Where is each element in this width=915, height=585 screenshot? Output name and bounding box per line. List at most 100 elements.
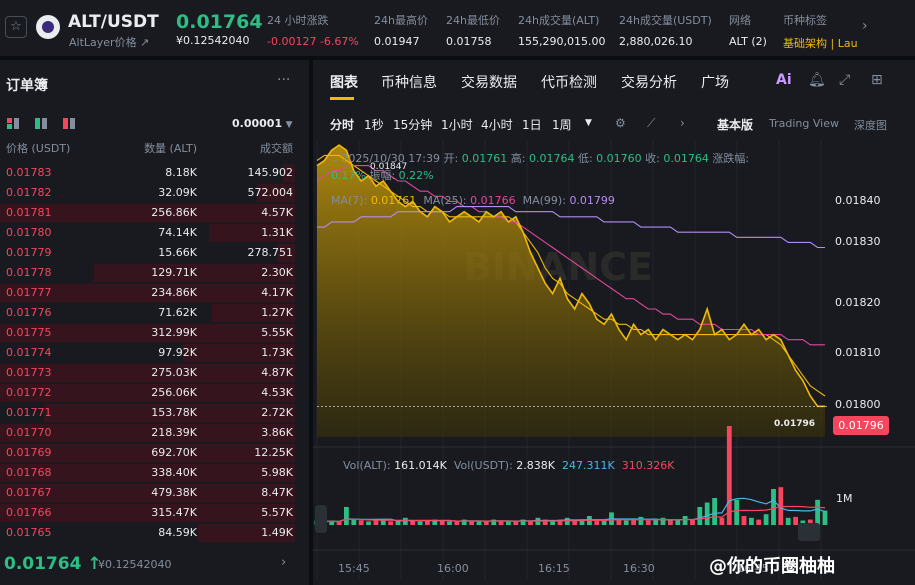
ask-price: 0.01777 xyxy=(6,286,52,299)
ask-row[interactable]: 0.01783 8.18K 145.902 xyxy=(0,163,309,183)
ask-row[interactable]: 0.01770 218.39K 3.86K xyxy=(0,423,309,443)
ask-row[interactable]: 0.01771 153.78K 2.72K xyxy=(0,403,309,423)
x-tick-label: 15:45 xyxy=(338,562,370,575)
layout-grid-icon[interactable]: ⊞ xyxy=(871,72,883,88)
col-price-header: 价格 (USDT) xyxy=(6,142,71,155)
volume-bar xyxy=(454,520,460,525)
volume-bar xyxy=(734,499,740,525)
book-mode-asks-icon[interactable] xyxy=(63,118,76,129)
timeframe-0[interactable]: 分时 xyxy=(330,118,355,132)
y-tick-label: 0.01840 xyxy=(835,194,881,207)
ask-row[interactable]: 0.01781 256.86K 4.57K xyxy=(0,203,309,223)
draw-tools-icon[interactable]: ⟋ xyxy=(647,116,656,130)
volume-bar xyxy=(469,520,474,525)
ask-total: 4.87K xyxy=(261,366,293,379)
book-mode-both-icon[interactable] xyxy=(7,118,20,129)
view-0[interactable]: 基本版 xyxy=(717,118,754,132)
volume-axis-label: 1M xyxy=(836,492,853,505)
price-chart[interactable]: BINANCE xyxy=(313,140,915,585)
precision-select[interactable]: 0.00001 ▼ xyxy=(232,117,293,130)
x-tick-label: 16:15 xyxy=(538,562,570,575)
ask-row[interactable]: 0.01768 338.40K 5.98K xyxy=(0,463,309,483)
ask-row[interactable]: 0.01776 71.62K 1.27K xyxy=(0,303,309,323)
ask-qty: 8.18K xyxy=(165,166,197,179)
pair-name[interactable]: ALT/USDT xyxy=(68,12,159,32)
tab-3[interactable]: 代币检测 xyxy=(541,75,597,91)
timeframe-3[interactable]: 1小时 xyxy=(441,118,473,132)
ask-qty: 15.66K xyxy=(158,246,197,259)
expand-icon[interactable]: ⤢ xyxy=(839,72,851,88)
order-book-title: 订单簿 xyxy=(6,78,48,94)
volume-bar xyxy=(763,514,769,525)
ask-row[interactable]: 0.01780 74.14K 1.31K xyxy=(0,223,309,243)
tab-4[interactable]: 交易分析 xyxy=(621,75,677,91)
more-options-icon[interactable]: ··· xyxy=(277,72,291,88)
ask-row[interactable]: 0.01765 84.59K 1.49K xyxy=(0,523,309,543)
more-timeframes-icon[interactable]: ▼ xyxy=(585,118,592,128)
ask-depth-bar xyxy=(198,524,295,542)
volume-bar xyxy=(476,521,482,525)
ask-depth-bar xyxy=(183,344,295,362)
bell-icon[interactable]: 🔔︎ xyxy=(808,72,826,88)
timeframe-2[interactable]: 15分钟 xyxy=(393,118,433,132)
ask-row[interactable]: 0.01775 312.99K 5.55K xyxy=(0,323,309,343)
ask-row[interactable]: 0.01769 692.70K 12.25K xyxy=(0,443,309,463)
ask-depth-bar xyxy=(0,484,295,502)
volume-bar xyxy=(483,520,489,525)
ask-total: 4.57K xyxy=(261,206,293,219)
timeframe-1[interactable]: 1秒 xyxy=(364,118,384,132)
stat-label: 24h成交量(ALT) xyxy=(518,14,600,27)
ask-qty: 74.14K xyxy=(158,226,197,239)
ask-total: 5.98K xyxy=(261,466,293,479)
ask-row[interactable]: 0.01772 256.06K 4.53K xyxy=(0,383,309,403)
ask-total: 2.30K xyxy=(261,266,293,279)
ask-depth-bar xyxy=(283,164,295,182)
stat-value: 2,880,026.10 xyxy=(619,35,693,48)
tab-0[interactable]: 图表 xyxy=(330,75,358,91)
ask-qty: 275.03K xyxy=(151,366,197,379)
ask-row[interactable]: 0.01774 97.92K 1.73K xyxy=(0,343,309,363)
ask-price: 0.01765 xyxy=(6,526,52,539)
timeframe-5[interactable]: 1日 xyxy=(522,118,542,132)
ask-qty: 32.09K xyxy=(158,186,197,199)
ohlc-legend: ⌄ 2025/10/30 17:39 开: 0.01761 高: 0.01764… xyxy=(331,152,750,182)
ask-row[interactable]: 0.01777 234.86K 4.17K xyxy=(0,283,309,303)
pair-price-link[interactable]: AltLayer价格 ↗ xyxy=(69,36,150,49)
volume-bar xyxy=(697,507,703,525)
view-1[interactable]: Trading View xyxy=(769,117,839,130)
chevron-right-icon[interactable]: › xyxy=(680,116,685,130)
ai-icon[interactable]: Ai xyxy=(776,72,792,88)
volume-bar xyxy=(366,521,371,525)
ask-row[interactable]: 0.01782 32.09K 572.004 xyxy=(0,183,309,203)
volume-bar xyxy=(594,519,600,525)
volume-bar xyxy=(690,519,695,525)
ask-row[interactable]: 0.01767 479.38K 8.47K xyxy=(0,483,309,503)
ask-row[interactable]: 0.01773 275.03K 4.87K xyxy=(0,363,309,383)
stat-label: 币种标签 xyxy=(783,14,827,27)
book-mode-bids-icon[interactable] xyxy=(35,118,48,129)
ma-legend: MA(7): 0.01761 MA(25): 0.01766 MA(99): 0… xyxy=(331,194,615,207)
ask-price: 0.01776 xyxy=(6,306,52,319)
indicator-settings-icon[interactable]: ⚙ xyxy=(615,116,626,130)
y-tick-label: 0.01830 xyxy=(835,235,881,248)
volume-bar xyxy=(506,521,511,525)
stat-4: 24h成交量(USDT) 2,880,026.10 xyxy=(619,12,712,48)
ask-row[interactable]: 0.01779 15.66K 278.751 xyxy=(0,243,309,263)
favorite-star-icon[interactable]: ☆ xyxy=(5,16,27,38)
ask-row[interactable]: 0.01766 315.47K 5.57K xyxy=(0,503,309,523)
tab-5[interactable]: 广场 xyxy=(701,75,729,91)
price-line xyxy=(316,144,825,408)
ask-qty: 84.59K xyxy=(158,526,197,539)
chevron-right-icon[interactable]: › xyxy=(862,18,868,34)
ask-depth-bar xyxy=(44,404,295,422)
chevron-right-icon[interactable]: › xyxy=(281,555,287,570)
stat-label: 24h最低价 xyxy=(446,14,500,27)
ask-row[interactable]: 0.01778 129.71K 2.30K xyxy=(0,263,309,283)
volume-bar xyxy=(550,520,555,525)
volume-bar xyxy=(351,519,357,525)
tab-1[interactable]: 币种信息 xyxy=(381,75,437,91)
tab-2[interactable]: 交易数据 xyxy=(461,75,517,91)
timeframe-6[interactable]: 1周 xyxy=(552,118,572,132)
view-2[interactable]: 深度图 xyxy=(854,119,887,132)
timeframe-4[interactable]: 4小时 xyxy=(481,118,513,132)
